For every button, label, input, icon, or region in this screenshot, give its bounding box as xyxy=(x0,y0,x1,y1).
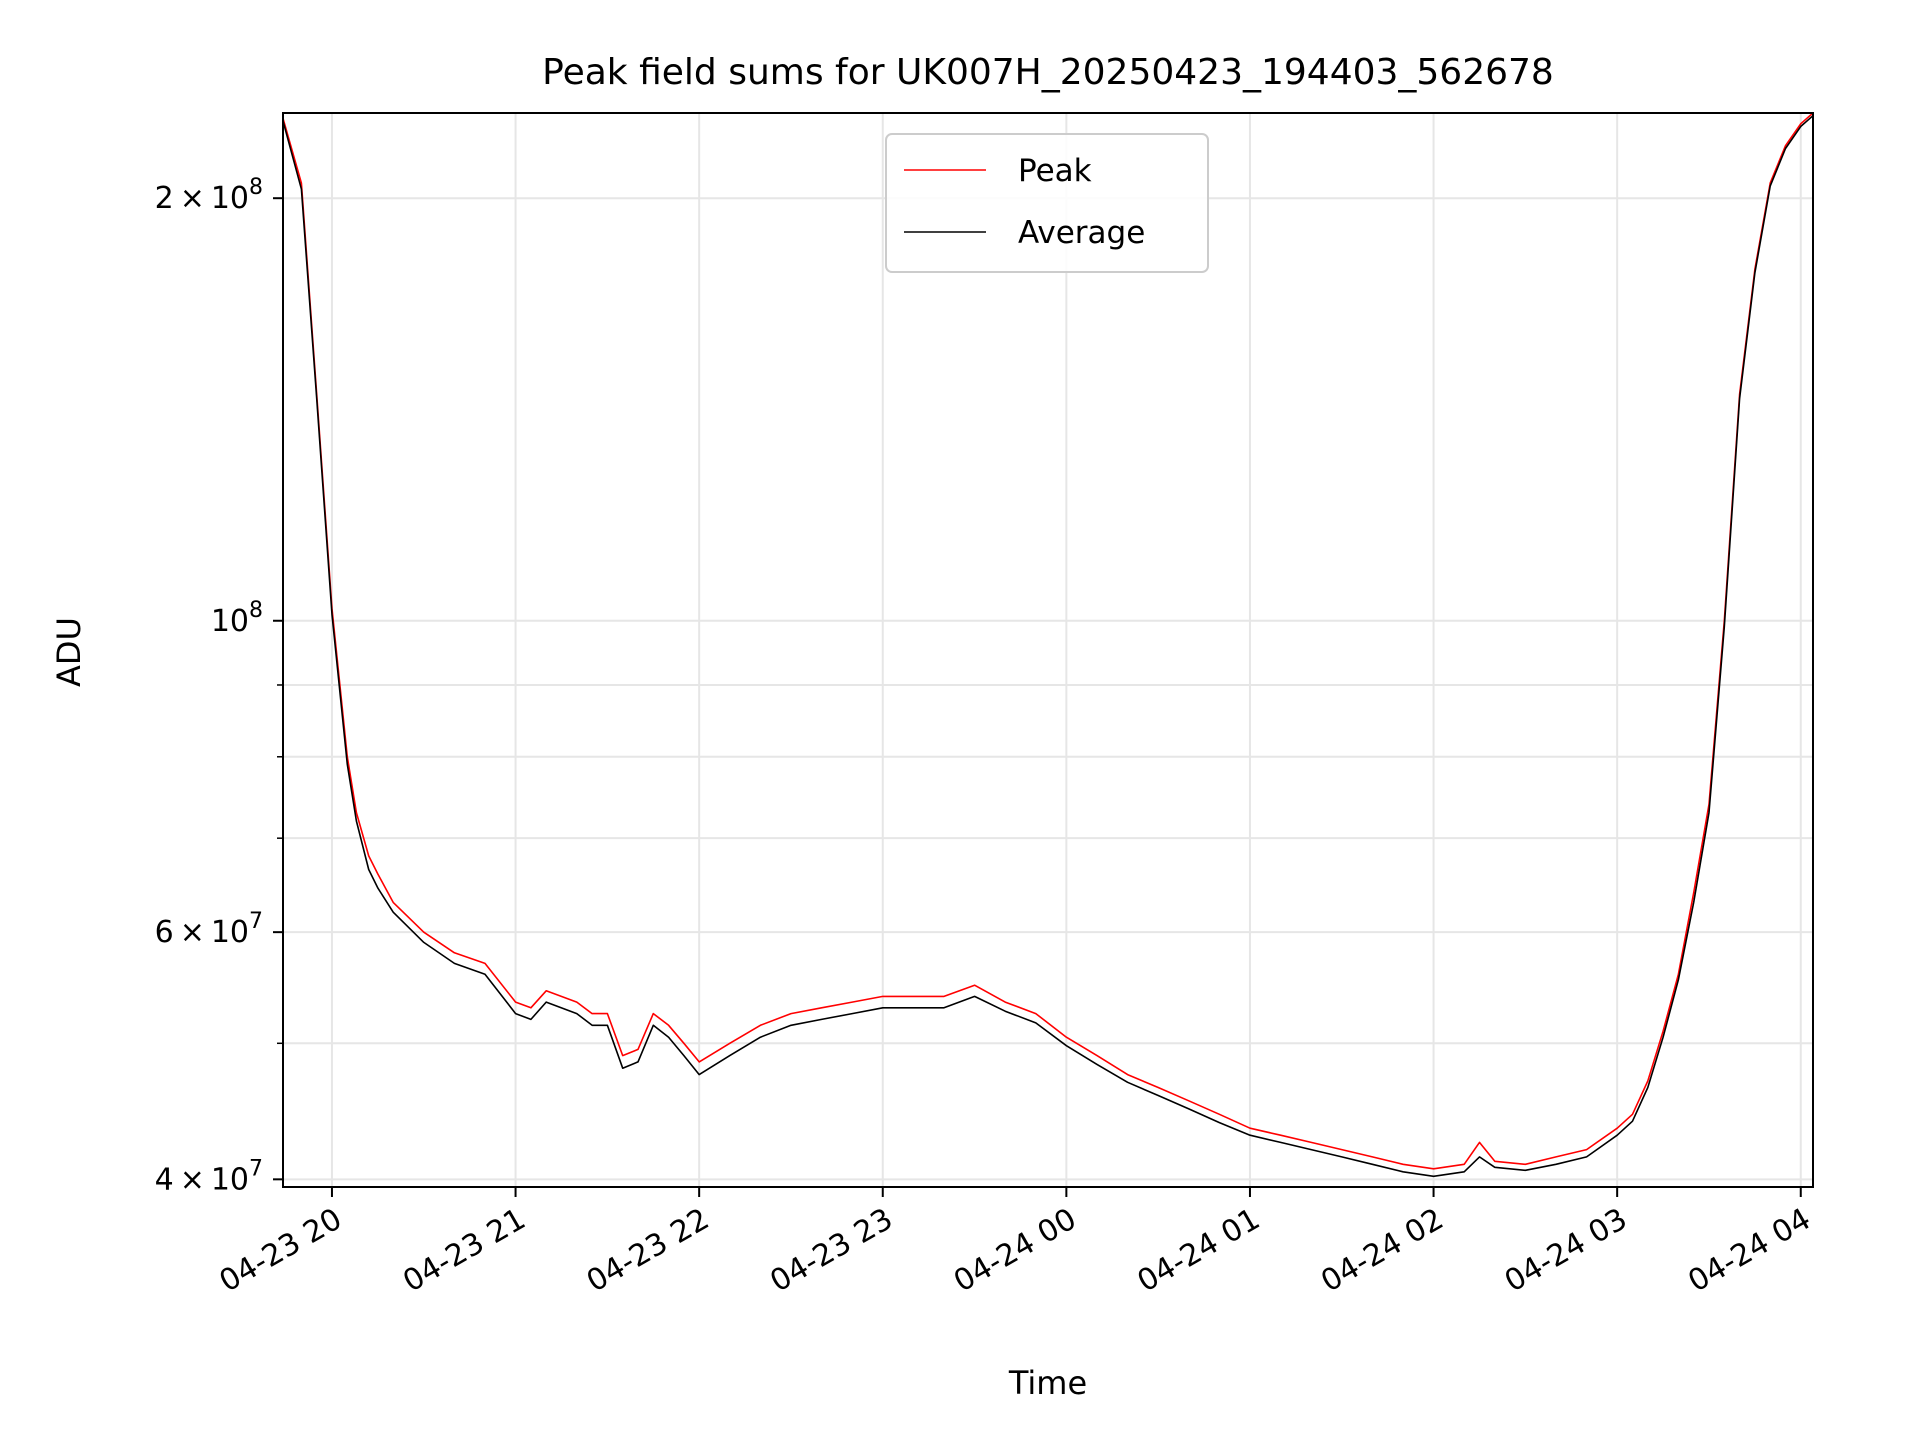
series-line-average xyxy=(282,115,1814,1178)
y-tick-label: 2 × 108 xyxy=(155,175,263,216)
legend-box xyxy=(885,133,1209,273)
grid xyxy=(283,113,1813,1187)
legend: Peak Average xyxy=(885,133,1209,273)
series-lines xyxy=(282,112,1814,1178)
chart-title: Peak field sums for UK007H_20250423_1944… xyxy=(542,52,1554,93)
y-axis-label: ADU xyxy=(50,617,88,687)
y-tick-label: 108 xyxy=(211,598,263,639)
y-tick-label: 6 × 107 xyxy=(155,909,263,950)
series-line-peak xyxy=(282,112,1814,1170)
x-axis-label: Time xyxy=(1008,1364,1087,1402)
y-tick-label: 4 × 107 xyxy=(155,1156,263,1197)
plot-frame xyxy=(282,112,1814,1188)
legend-label-peak: Peak xyxy=(1018,153,1092,189)
legend-label-average: Average xyxy=(1018,215,1145,251)
